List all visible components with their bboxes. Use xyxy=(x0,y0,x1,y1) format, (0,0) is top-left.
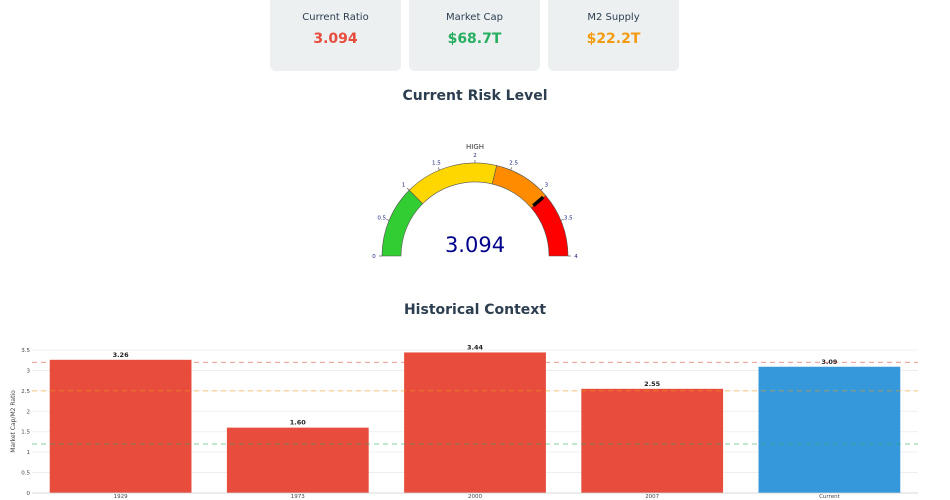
gauge-tick-label: 3 xyxy=(545,183,549,189)
metric-card-m2-supply: M2 Supply $22.2T xyxy=(548,0,679,71)
x-tick-label: 2000 xyxy=(468,494,482,500)
metric-cards: Current Ratio 3.094 Market Cap $68.7T M2… xyxy=(0,0,950,72)
y-tick-label: 1.5 xyxy=(21,430,30,436)
risk-gauge: 0 0.5 1 1.5 2 2.5 3 3.5 4 HIGH 3.094 xyxy=(372,143,578,260)
gauge-tick-label: 2.5 xyxy=(509,161,518,167)
history-section-title: Historical Context xyxy=(403,302,547,318)
x-tick-label: Current xyxy=(819,494,841,500)
metric-value: $68.7T xyxy=(447,31,502,47)
x-tick-label: 1973 xyxy=(291,494,305,500)
gauge-tick-label: 1 xyxy=(402,183,406,189)
y-tick-label: 1 xyxy=(27,450,31,456)
bar-1929 xyxy=(49,359,192,493)
gauge-tick-mark xyxy=(560,218,564,221)
y-axis-label: Market Cap/M2 Ratio xyxy=(10,390,17,453)
y-tick-label: 0.5 xyxy=(21,471,30,477)
y-tick-label: 2.5 xyxy=(21,389,30,395)
gauge-tick-mark xyxy=(540,187,544,191)
bar-current xyxy=(758,366,901,493)
gauge-band-3 xyxy=(530,195,569,257)
gauge-tick-label: 0.5 xyxy=(377,215,386,221)
y-tick-label: 3 xyxy=(27,368,31,374)
metric-card-market-cap: Market Cap $68.7T xyxy=(409,0,540,71)
metric-label: Current Ratio xyxy=(302,12,369,23)
y-tick-label: 3.5 xyxy=(21,348,30,354)
gauge-needle xyxy=(532,195,545,208)
gauge-band-0 xyxy=(381,189,424,257)
y-tick-label: 2 xyxy=(27,409,31,415)
x-tick-label: 2007 xyxy=(645,494,659,500)
metric-label: M2 Supply xyxy=(587,12,640,23)
historical-bar-chart: 0 0.5 1 1.5 2 2.5 3 3.5 Market Cap/M2 Ratio 3.26 1… xyxy=(10,343,918,500)
bar-value-label: 3.44 xyxy=(467,343,484,351)
gauge-level-label: HIGH xyxy=(466,143,484,151)
gauge-tick-mark xyxy=(437,167,440,171)
bar-value-label: 3.26 xyxy=(113,351,130,359)
x-tick-label: 1929 xyxy=(114,494,128,500)
metric-label: Market Cap xyxy=(445,12,503,23)
bar-value-label: 2.55 xyxy=(644,380,661,388)
gauge-tick-label: 3.5 xyxy=(564,215,573,221)
gauge-band-1 xyxy=(408,162,498,205)
gauge-tick-mark xyxy=(386,218,390,221)
bar-2000 xyxy=(404,352,546,493)
risk-section-title: Current Risk Level xyxy=(402,88,548,104)
gauge-tick-label: 0 xyxy=(372,254,376,260)
bar-value-label: 3.09 xyxy=(821,358,838,366)
y-tick-label: 0 xyxy=(27,491,31,497)
metric-value: $22.2T xyxy=(586,31,641,47)
bar-1973 xyxy=(226,427,369,493)
gauge-tick-label: 2 xyxy=(473,153,477,159)
gauge-tick-mark xyxy=(510,167,513,171)
gauge-tick-label: 1.5 xyxy=(432,161,441,167)
metric-value: 3.094 xyxy=(313,31,358,47)
bar-2007 xyxy=(581,388,724,493)
metric-card-current-ratio: Current Ratio 3.094 xyxy=(270,0,401,71)
gauge-tick-label: 4 xyxy=(574,254,578,260)
gauge-tick-mark xyxy=(406,187,410,191)
gauge-value: 3.094 xyxy=(445,233,505,257)
bar-value-label: 1.60 xyxy=(290,419,307,427)
